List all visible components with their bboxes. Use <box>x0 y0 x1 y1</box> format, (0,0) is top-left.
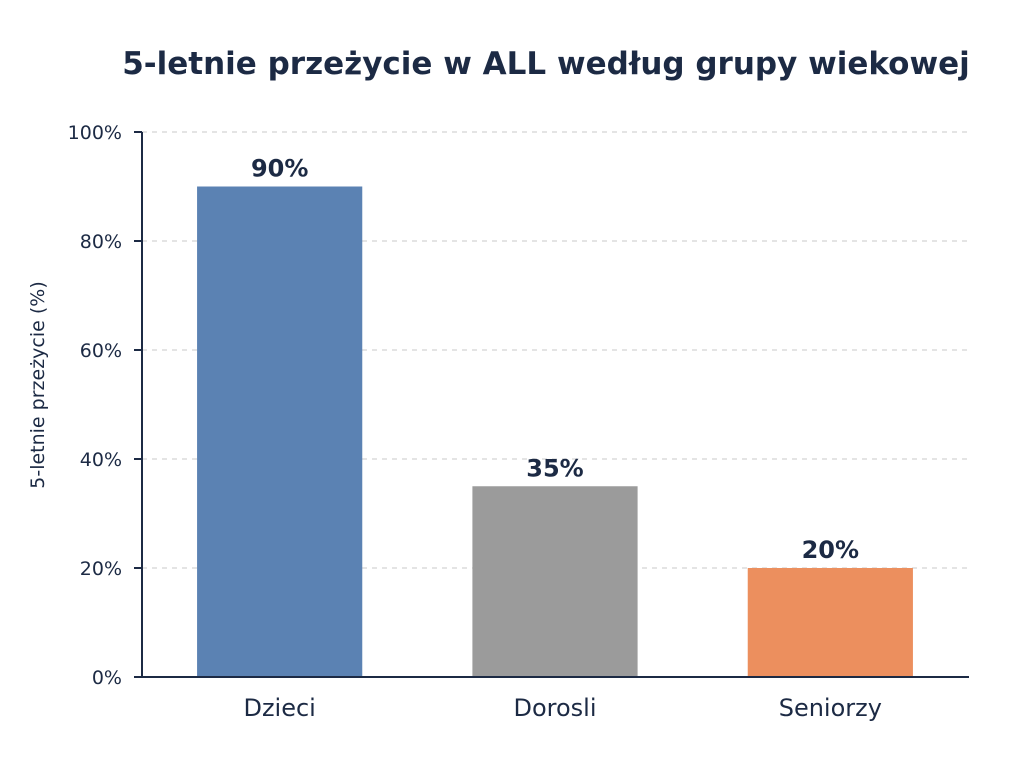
y-axis-label: 5-letnie przeżycie (%) <box>27 281 49 489</box>
category-labels: Dzieci Dorosli Seniorzy <box>243 694 881 722</box>
y-ticks: 0% 20% 40% 60% 80% 100% <box>68 122 142 689</box>
chart-title: 5-letnie przeżycie w ALL według grupy wi… <box>122 46 970 82</box>
bar <box>472 486 638 677</box>
y-tick-label: 0% <box>92 667 122 689</box>
x-tick-label: Dorosli <box>513 694 596 722</box>
y-tick-label: 20% <box>80 558 122 580</box>
data-label: 90% <box>251 155 308 183</box>
bars <box>197 186 913 677</box>
bar <box>747 568 913 677</box>
data-label: 20% <box>802 536 859 564</box>
y-tick-label: 80% <box>80 231 122 253</box>
y-tick-label: 40% <box>80 449 122 471</box>
bar <box>197 186 363 677</box>
x-tick-label: Seniorzy <box>779 694 882 722</box>
y-tick-label: 100% <box>68 122 122 144</box>
y-tick-label: 60% <box>80 340 122 362</box>
value-labels: 90% 35% 20% <box>251 155 859 565</box>
data-label: 35% <box>526 454 583 482</box>
x-tick-label: Dzieci <box>243 694 315 722</box>
